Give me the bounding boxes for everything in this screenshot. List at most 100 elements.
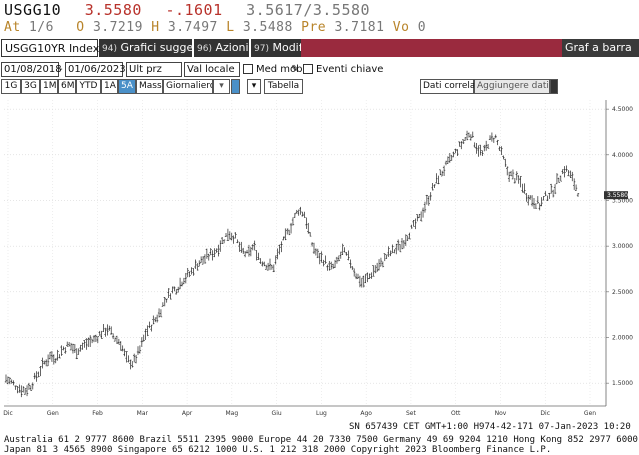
vol-value: 0 [417,20,427,35]
ohlc-bar [335,256,339,264]
ohlc-bar [94,334,98,343]
ohlc-bar [295,209,298,214]
ohlc-bar [435,173,438,184]
price-chart[interactable]: 4.5000 4.0000 3.5000 3.0000 2.5000 2.0000 1.50… [0,96,639,418]
ohlc-bar [100,330,103,340]
ohlc-bar [14,385,17,390]
open-value: 3.7219 [92,20,143,35]
ohlc-bar [163,297,166,307]
ohlc-bar [364,273,367,284]
correlation-data-button[interactable]: Dati correla [420,79,475,94]
x-tick-label: Ago [360,410,372,417]
ohlc-bar [25,385,29,397]
period-max[interactable]: Mass [136,79,163,94]
ohlc-bar [351,266,354,271]
edit-button[interactable]: 97) Modif [251,39,303,57]
key-events-checkbox[interactable] [303,64,313,74]
ohlc-bar [326,264,329,271]
ohlc-bar [314,248,318,256]
ohlc-bar [339,251,342,259]
ohlc-bar [18,384,21,393]
chevron-down-icon[interactable]: ▾ [213,79,230,94]
ohlc-bar [152,315,155,325]
table-button[interactable]: Tabella [264,79,303,94]
ohlc-bar [278,244,281,255]
ohlc-bar [444,160,448,166]
ohlc-bar [391,244,394,254]
ohlc-bar [243,251,247,258]
ohlc-bar [182,277,186,285]
modif-num: 97) [254,44,269,54]
ohlc-bar [439,169,442,176]
period-ytd[interactable]: YTD [76,79,101,94]
suggested-charts-button[interactable]: 94) Grafici suggeriti [99,39,208,57]
azioni-num: 96) [197,44,212,54]
ohlc-bar [54,358,57,364]
ohlc-bar [398,243,402,253]
date-separator: - [59,64,63,75]
ohlc-bar [186,267,189,278]
ohlc-bar [60,345,63,356]
ohlc-bar [293,212,297,218]
bar-chart-button[interactable]: Graf a barra [562,39,639,57]
ohlc-bar [125,351,128,363]
period-1a[interactable]: 1A [101,79,118,94]
currency-select[interactable]: Val locale [184,62,240,77]
status-bar [301,39,562,57]
ohlc-bar [393,249,396,254]
ohlc-bar [79,344,82,352]
date-to-input[interactable]: 01/06/2023 [65,62,126,77]
ohlc-bar [576,192,580,197]
ohlc-bar [462,139,465,145]
ohlc-bar [220,237,224,244]
ohlc-bar [551,189,555,198]
bid-ask: 3.5617/3.5580 [246,1,371,19]
ohlc-bar [463,137,467,141]
ohlc-bar [431,183,434,191]
ohlc-bar [322,259,325,267]
period-1m[interactable]: 1M [40,79,58,94]
ohlc-bar [330,261,333,270]
ohlc-bar [180,281,184,287]
ohlc-bar [337,255,341,262]
period-6m[interactable]: 6M [58,79,76,94]
ohlc-bar [138,345,142,354]
ohlc-bar [519,175,522,188]
ohlc-bar [41,357,44,369]
ohlc-bar [475,143,478,154]
x-tick-label: Nov [495,410,507,417]
moving-average-checkbox[interactable] [243,64,253,74]
ohlc-bar [66,341,69,347]
add-data-dropdown[interactable] [550,79,558,94]
dropdown-arrow-icon[interactable]: ▾ [247,79,261,94]
ohlc-bar [303,211,306,218]
ticker-input[interactable]: USGG10YR Index [1,39,99,57]
ohlc-bar [299,206,302,215]
ohlc-bar [215,248,218,253]
ohlc-bar [456,149,459,156]
prev-value: 3.7181 [334,20,385,35]
chart-type-icon[interactable] [231,79,240,94]
ohlc-bar [169,293,172,300]
ohlc-bar [534,203,538,209]
ohlc-bar [257,252,260,261]
period-1g[interactable]: 1G [1,79,21,94]
add-data-button[interactable]: Aggiungere dati [474,79,550,94]
period-5a[interactable]: 5A [118,79,136,94]
ohlc-bar [419,211,423,222]
actions-button[interactable]: 96) Azioni [194,39,249,57]
ohlc-bar [389,250,392,257]
ohlc-bar [484,140,488,151]
ohlc-bar [77,348,80,355]
period-3g[interactable]: 3G [21,79,40,94]
sugg-label: Grafici suggeriti [120,41,209,54]
ohlc-bar [146,325,149,337]
field-select[interactable]: Ult prz [126,62,182,77]
sugg-num: 94) [102,44,117,54]
pencil-icon[interactable]: ✎ [291,64,300,75]
x-tick-label: Dic [540,410,550,417]
date-from-input[interactable]: 01/08/2018 [1,62,62,77]
frequency-select[interactable]: Giornaliero [163,79,213,94]
ohlc-bar [90,338,94,344]
ohlc-bar [167,288,170,298]
